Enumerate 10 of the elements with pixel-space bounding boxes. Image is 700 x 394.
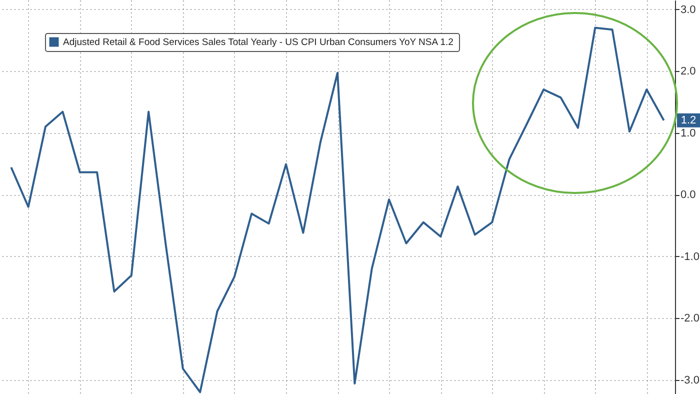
y-tick-label: 3.0 [680,4,696,16]
y-tick-label: 1.0 [680,127,696,140]
y-tick-label: -3.0 [680,374,700,386]
y-tick-label: 0.0 [680,189,696,202]
legend-label: Adjusted Retail & Food Services Sales Total Yearly - US CPI Urban Consumers YoY NSA 1.2 [63,37,454,48]
y-tick-label: -2.0 [680,312,700,325]
y-tick-label: 2.0 [680,66,696,78]
y-tick-label: -1.0 [680,250,700,263]
data-label: 1.2 [680,114,696,126]
line-series [10,26,665,394]
